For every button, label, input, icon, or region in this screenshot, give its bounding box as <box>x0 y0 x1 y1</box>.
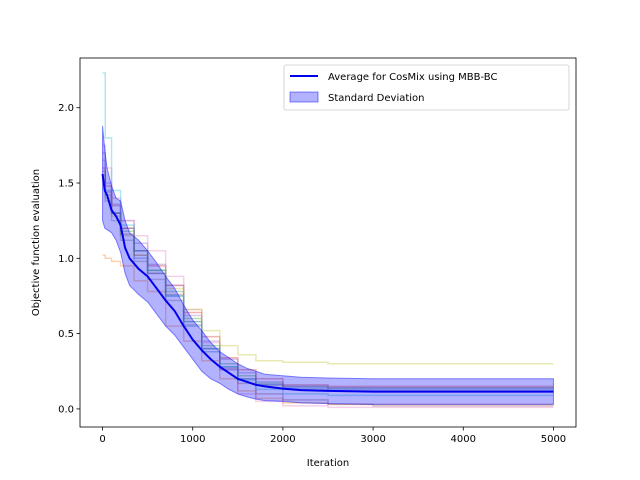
axes-frame <box>79 57 577 428</box>
legend-std-label: Standard Deviation <box>328 93 425 104</box>
run-line-9 <box>102 185 554 365</box>
x-axis-label: Iteration <box>307 458 349 469</box>
x-tick-label: 5000 <box>541 434 566 445</box>
run-line-4 <box>102 167 554 388</box>
x-tick-label: 1000 <box>180 434 205 445</box>
individual-runs <box>102 72 554 409</box>
average-line <box>101 173 554 393</box>
std-deviation-band <box>102 125 554 405</box>
run-line-1 <box>102 152 554 391</box>
legend: Average for CosMix using MBB-BC Standard… <box>283 64 570 111</box>
y-tick-label: 1.0 <box>58 254 74 265</box>
run-line-5 <box>102 159 554 389</box>
x-tick-label: 3000 <box>360 434 385 445</box>
y-tick-label: 2.0 <box>58 103 74 114</box>
y-tick-label: 1.5 <box>58 179 74 190</box>
average-line-layer <box>101 173 554 393</box>
legend-average-label: Average for CosMix using MBB-BC <box>328 72 497 83</box>
run-line-3 <box>102 174 554 389</box>
run-line-10 <box>102 72 554 397</box>
x-axis-ticks: 0 1000 2000 3000 4000 5000 <box>99 427 566 445</box>
std-deviation-band-layer <box>102 125 554 405</box>
x-tick-label: 2000 <box>270 434 295 445</box>
y-axis-ticks: 0.0 0.5 1.0 1.5 2.0 <box>58 103 80 415</box>
y-axis-label: Objective function evaluation <box>31 169 42 316</box>
legend-std-swatch <box>289 91 319 103</box>
x-tick-label: 4000 <box>451 434 476 445</box>
x-tick-label: 0 <box>99 434 105 445</box>
y-tick-label: 0.5 <box>58 329 74 340</box>
run-line-6 <box>102 170 554 407</box>
run-line-7 <box>102 144 554 409</box>
y-tick-label: 0.0 <box>58 404 74 415</box>
legend-box <box>283 64 570 111</box>
